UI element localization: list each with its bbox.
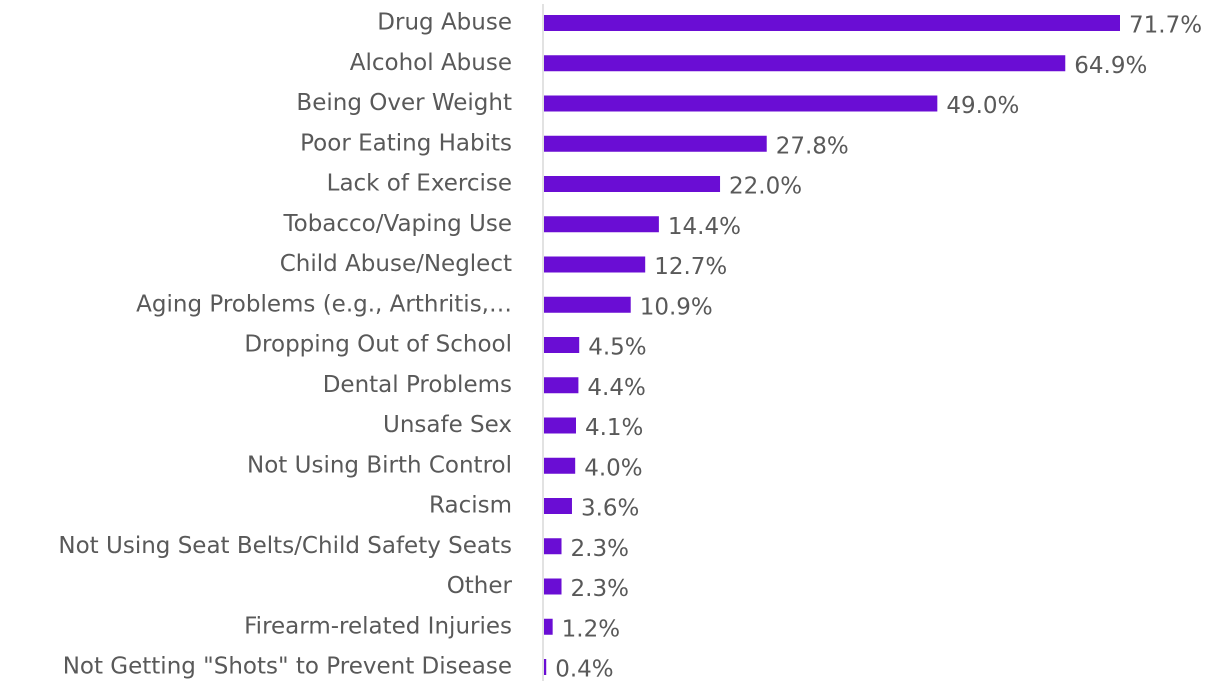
bar [544,176,721,192]
category-label: Aging Problems (e.g., Arthritis,… [136,291,512,317]
bar [544,457,576,474]
category-label: Dental Problems [323,372,512,398]
data-label: 12.7% [654,254,727,280]
data-label: 49.0% [946,93,1019,119]
category-label: Dropping Out of School [244,332,512,358]
bar [544,578,562,595]
category-label: Tobacco/Vaping Use [282,211,512,237]
bar [544,256,646,273]
data-label: 71.7% [1129,13,1202,39]
bar [544,135,767,152]
category-label: Not Using Seat Belts/Child Safety Seats [58,533,512,559]
category-label: Drug Abuse [377,10,512,36]
category-label: Firearm-related Injuries [244,613,512,639]
bar [544,498,572,514]
category-label: Being Over Weight [296,90,512,116]
category-label: Lack of Exercise [327,171,512,197]
data-label: 14.4% [668,214,741,240]
data-label: 3.6% [581,496,639,522]
data-label: 2.3% [571,576,629,602]
data-label: 2.3% [571,536,629,562]
bar [544,659,547,675]
data-label: 0.4% [555,657,613,681]
category-label: Not Using Birth Control [247,452,512,478]
category-label: Racism [429,493,512,519]
category-label: Not Getting "Shots" to Prevent Disease [63,654,512,680]
data-label: 1.2% [562,616,620,642]
bar [544,417,576,434]
bar [544,618,553,635]
bar [544,216,659,233]
data-label: 4.1% [585,415,643,441]
category-label: Poor Eating Habits [300,130,512,156]
category-label: Alcohol Abuse [350,50,512,76]
data-label: 64.9% [1074,53,1147,79]
data-label: 4.5% [588,335,646,361]
data-label: 22.0% [729,174,802,200]
data-label: 4.4% [587,375,645,401]
category-label: Unsafe Sex [383,412,512,438]
bar [544,55,1066,72]
bar [544,337,580,353]
bar [544,15,1120,31]
data-label: 10.9% [640,294,713,320]
bar [544,95,938,112]
category-label: Other [447,573,513,599]
bar [544,377,579,394]
bar [544,538,562,555]
data-label: 27.8% [776,133,849,159]
data-label: 4.0% [584,455,642,481]
bar [544,296,631,313]
category-label: Child Abuse/Neglect [280,251,512,277]
